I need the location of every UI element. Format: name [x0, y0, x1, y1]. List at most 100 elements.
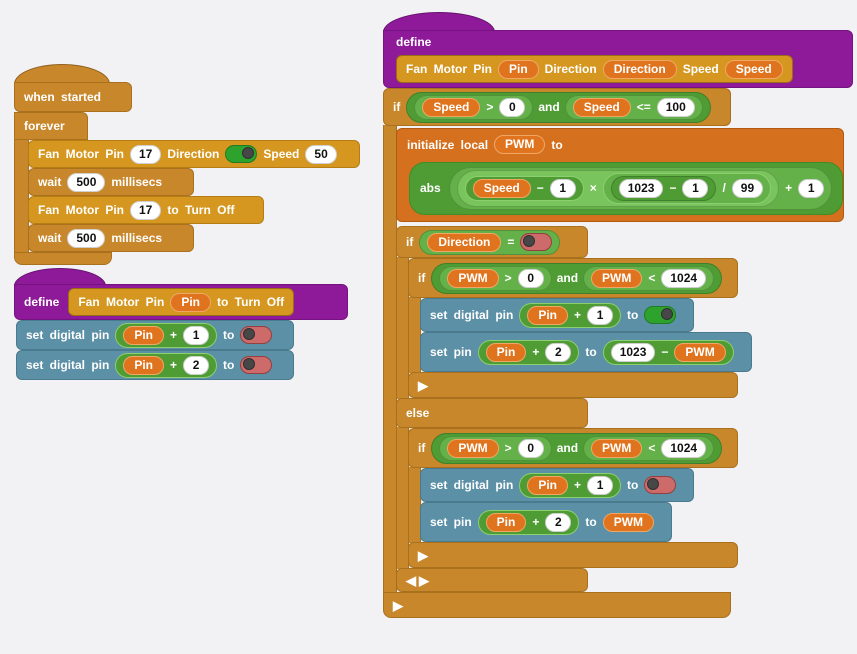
pin-plus-2-expression[interactable]: Pin + 2 — [477, 339, 580, 365]
block-fan-motor-on-call[interactable]: Fan Motor Pin 17 Direction Speed 50 — [28, 140, 360, 168]
wait-ms-input[interactable]: 500 — [67, 228, 106, 248]
speed-number-input[interactable]: 50 — [305, 144, 337, 164]
pin-plus-2-expression[interactable]: Pin + 2 — [115, 352, 218, 378]
speed-parameter[interactable]: Speed — [724, 59, 783, 79]
direction-equals-expression[interactable]: Direction = — [419, 229, 561, 255]
number-input[interactable]: 1023 — [618, 178, 664, 198]
block-if-direction[interactable]: if Direction = — [396, 226, 588, 258]
number-input[interactable]: 1 — [587, 305, 614, 325]
pin-number-input[interactable]: 17 — [130, 144, 162, 164]
block-forever[interactable]: forever — [14, 112, 88, 140]
block-wait-2[interactable]: wait 500 millisecs — [28, 224, 194, 252]
expand-branch-arrow-icon[interactable]: ▶ — [419, 572, 430, 588]
number-input[interactable]: 2 — [545, 342, 572, 362]
pin-number-input[interactable]: 17 — [130, 200, 162, 220]
direction-variable[interactable]: Direction — [427, 232, 502, 252]
pwm-variable[interactable]: PWM — [447, 438, 499, 458]
number-input[interactable]: 2 — [183, 355, 210, 375]
number-input[interactable]: 1024 — [661, 268, 707, 288]
number-input[interactable]: 0 — [499, 97, 526, 117]
number-input[interactable]: 1 — [798, 178, 825, 198]
times-expression[interactable]: Speed − 1 × 1023 − 1 / 99 — [456, 169, 780, 207]
speed-variable[interactable]: Speed — [572, 97, 631, 117]
pin-variable[interactable]: Pin — [123, 355, 165, 375]
prototype-fan-motor[interactable]: Fan Motor Pin Pin Direction Direction Sp… — [396, 55, 793, 83]
block-wait-1[interactable]: wait 500 millisecs — [28, 168, 194, 196]
define-hat-bump[interactable] — [383, 12, 495, 32]
block-if-speed[interactable]: if Speed > 0 and Speed <= 100 — [383, 88, 731, 126]
and-expression[interactable]: PWM > 0 and PWM < 1024 — [431, 262, 723, 294]
pwm-variable[interactable]: PWM — [591, 438, 643, 458]
block-set-digital-pin-2[interactable]: set digital pin Pin + 2 to — [16, 350, 294, 380]
speed-le-100-expression[interactable]: Speed <= 100 — [564, 94, 703, 120]
value-toggle-off[interactable] — [644, 476, 677, 494]
block-if-pwm-a[interactable]: if PWM > 0 and PWM < 1024 — [408, 258, 738, 298]
number-input[interactable]: 1 — [682, 178, 709, 198]
block-set-digital-pin-1[interactable]: set digital pin Pin + 1 to — [16, 320, 294, 350]
if-direction-end-bar[interactable]: ◀ ▶ — [396, 568, 588, 592]
pwm-lt-1024-expression[interactable]: PWM < 1024 — [583, 265, 715, 291]
number-input[interactable]: 2 — [545, 512, 572, 532]
block-if-pwm-b[interactable]: if PWM > 0 and PWM < 1024 — [408, 428, 738, 468]
value-toggle-off[interactable] — [240, 326, 273, 344]
collapse-branch-arrow-icon[interactable]: ◀ — [406, 572, 417, 588]
pin-variable[interactable]: Pin — [527, 475, 569, 495]
speed-variable[interactable]: Speed — [472, 178, 531, 198]
pwm-gt-0-expression[interactable]: PWM > 0 — [439, 265, 552, 291]
number-input[interactable]: 0 — [517, 438, 544, 458]
number-input[interactable]: 99 — [731, 178, 764, 198]
number-input[interactable]: 0 — [517, 268, 544, 288]
divide-expression[interactable]: 1023 − 1 / 99 — [602, 172, 772, 204]
expand-else-arrow-icon[interactable]: ▶ — [393, 597, 404, 613]
block-else[interactable]: else — [396, 398, 588, 428]
pwm-variable[interactable]: PWM — [447, 268, 499, 288]
pwm-variable[interactable]: PWM — [591, 268, 643, 288]
number-input[interactable]: 1 — [549, 178, 576, 198]
1023-minus-pwm-expression[interactable]: 1023 − PWM — [602, 339, 734, 365]
pin-plus-1-expression[interactable]: Pin + 1 — [519, 472, 622, 498]
outer-if-end-bar[interactable]: ▶ — [383, 592, 731, 618]
number-input[interactable]: 1 — [587, 475, 614, 495]
number-input[interactable]: 1024 — [661, 438, 707, 458]
block-define-fan-motor[interactable]: define Fan Motor Pin Pin Direction Direc… — [383, 30, 853, 88]
pin-variable[interactable]: Pin — [485, 342, 527, 362]
wait-ms-input[interactable]: 500 — [67, 172, 106, 192]
if-pwm-a-end-bar[interactable]: ▶ — [408, 372, 738, 398]
pwm-variable[interactable]: PWM — [494, 135, 546, 155]
value-toggle-off[interactable] — [520, 233, 553, 251]
and-expression[interactable]: Speed > 0 and Speed <= 100 — [406, 91, 711, 123]
pin-parameter[interactable]: Pin — [498, 59, 539, 79]
number-input[interactable]: 1 — [183, 325, 210, 345]
block-set-pin-a[interactable]: set pin Pin + 2 to 1023 − PWM — [420, 332, 752, 372]
forever-foot-bar[interactable] — [14, 252, 112, 265]
pin-variable[interactable]: Pin — [527, 305, 569, 325]
pwm-gt-0-expression[interactable]: PWM > 0 — [439, 435, 552, 461]
number-input[interactable]: 1023 — [610, 342, 656, 362]
value-toggle-off[interactable] — [240, 356, 273, 374]
expand-else-arrow-icon[interactable]: ▶ — [418, 547, 429, 563]
pin-plus-1-expression[interactable]: Pin + 1 — [115, 322, 218, 348]
block-set-digital-pin-a[interactable]: set digital pin Pin + 1 to — [420, 298, 694, 332]
plus-1-expression[interactable]: Speed − 1 × 1023 − 1 / 99 — [448, 166, 833, 210]
number-input[interactable]: 100 — [656, 97, 695, 117]
value-toggle-on[interactable] — [644, 306, 677, 324]
1023-minus-1-expression[interactable]: 1023 − 1 — [610, 175, 717, 201]
speed-minus-1-expression[interactable]: Speed − 1 — [464, 175, 584, 201]
block-fan-motor-off-call[interactable]: Fan Motor Pin 17 to Turn Off — [28, 196, 264, 224]
when-started-hat-bump[interactable] — [14, 64, 110, 84]
block-set-pin-b[interactable]: set pin Pin + 2 to PWM — [420, 502, 672, 542]
abs-expression[interactable]: abs Speed − 1 × 1023 − 1 — [409, 161, 844, 215]
expand-else-arrow-icon[interactable]: ▶ — [418, 377, 429, 393]
pwm-variable[interactable]: PWM — [674, 342, 726, 362]
block-set-digital-pin-b[interactable]: set digital pin Pin + 1 to — [420, 468, 694, 502]
pwm-lt-1024-expression[interactable]: PWM < 1024 — [583, 435, 715, 461]
pin-variable[interactable]: Pin — [123, 325, 165, 345]
speed-gt-0-expression[interactable]: Speed > 0 — [414, 94, 534, 120]
pin-plus-2-expression[interactable]: Pin + 2 — [477, 509, 580, 535]
pin-plus-1-expression[interactable]: Pin + 1 — [519, 302, 622, 328]
block-when-started[interactable]: when started — [14, 82, 132, 112]
direction-toggle-on[interactable] — [225, 145, 258, 163]
and-expression[interactable]: PWM > 0 and PWM < 1024 — [431, 432, 723, 464]
prototype-fan-motor-turn-off[interactable]: Fan Motor Pin Pin to Turn Off — [68, 288, 295, 316]
pin-parameter[interactable]: Pin — [170, 292, 212, 312]
